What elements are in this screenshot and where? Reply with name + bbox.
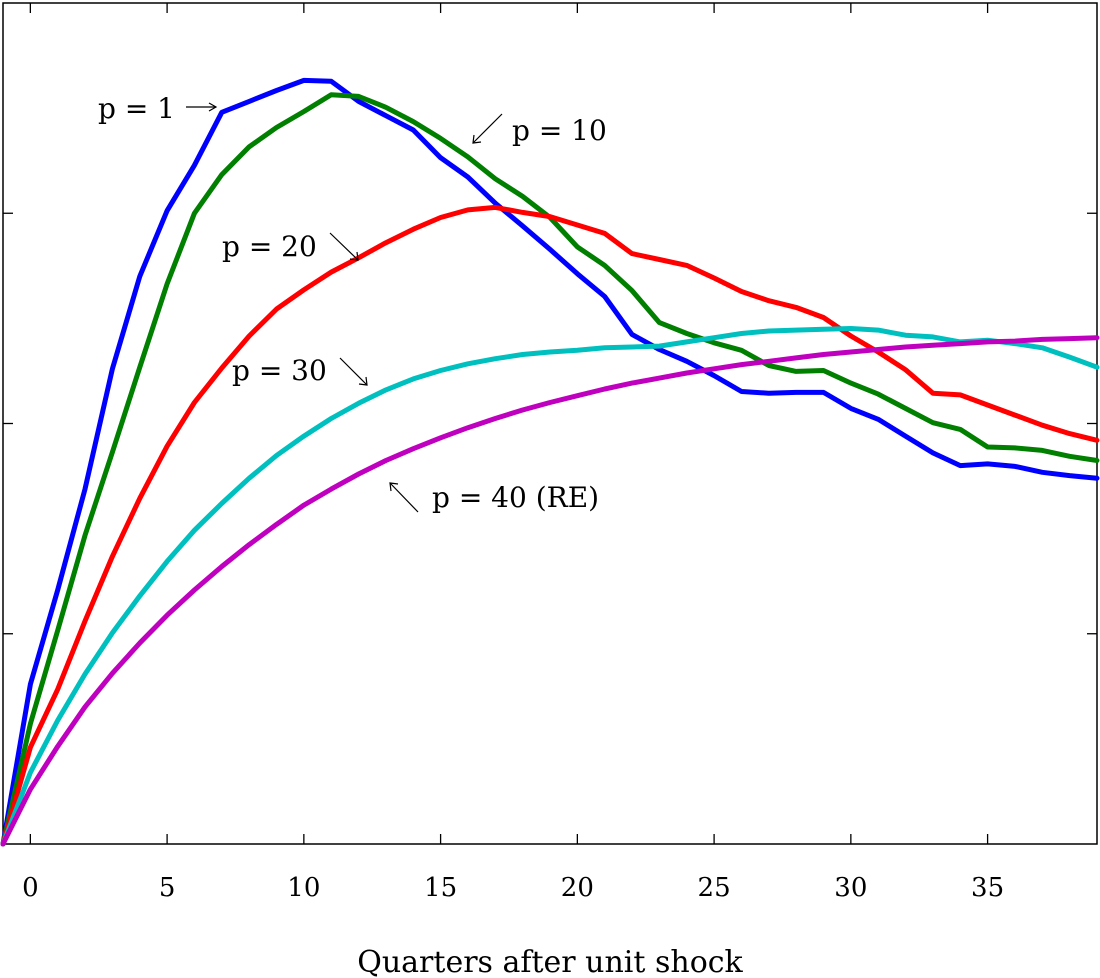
- x-tick-label-30: 30: [834, 873, 867, 903]
- x-axis-label: Quarters after unit shock: [357, 945, 743, 978]
- annotation-p10-arrow: [472, 113, 503, 144]
- annotation-p1-arrow: [186, 102, 218, 112]
- x-tick-label-15: 15: [424, 873, 457, 903]
- series-line-p1: [0, 77, 1100, 847]
- annotation-p40-arrow: [389, 482, 419, 513]
- x-tick-label-20: 20: [561, 873, 594, 903]
- annotation-p10-label: p = 10: [512, 114, 607, 147]
- x-tick-label-5: 5: [159, 873, 176, 903]
- x-tick-label-25: 25: [698, 873, 731, 903]
- annotation-p40-label: p = 40 (RE): [432, 481, 599, 514]
- annotation-p20-label: p = 20: [222, 230, 317, 263]
- annotation-p1-label: p = 1: [98, 92, 175, 125]
- annotation-p30-label: p = 30: [232, 354, 327, 387]
- tick-marks: [3, 3, 1097, 844]
- series-lines: [0, 77, 1100, 847]
- series-line-p30: [0, 326, 1100, 847]
- series-line-p40re: [0, 335, 1100, 847]
- x-tick-label-0: 0: [22, 873, 39, 903]
- annotations: p = 1 p = 10 p = 20 p = 30 p = 40 (RE): [98, 92, 607, 514]
- annotation-p30-arrow: [339, 357, 368, 386]
- x-tick-label-10: 10: [287, 873, 320, 903]
- series-line-p20: [0, 204, 1100, 847]
- x-tick-labels: 0 5 10 15 20 25 30 35: [22, 873, 1004, 903]
- annotation-p20-arrow: [329, 232, 359, 261]
- x-tick-label-35: 35: [971, 873, 1004, 903]
